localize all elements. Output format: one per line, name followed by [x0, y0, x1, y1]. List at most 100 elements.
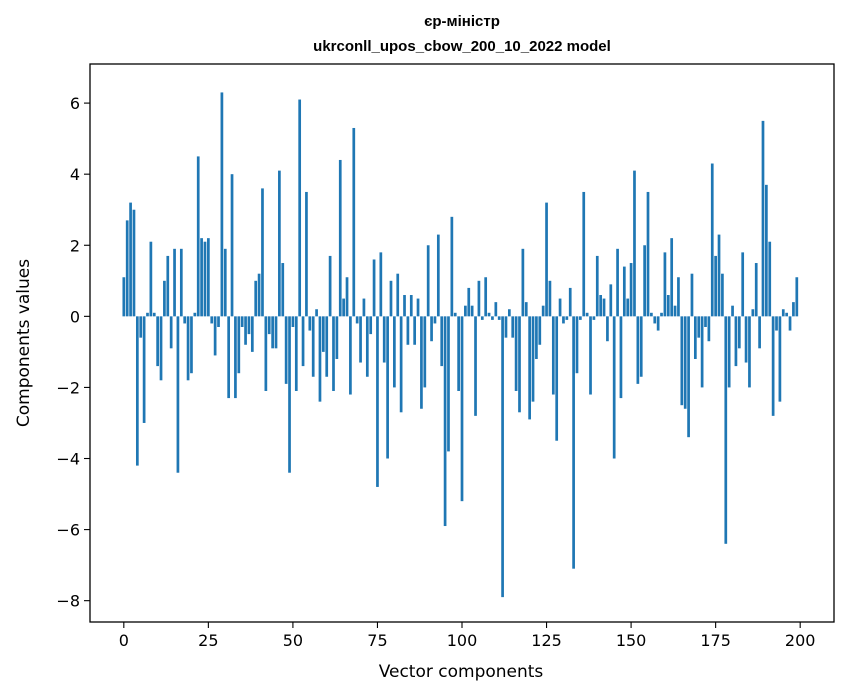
bar-component-185: [748, 316, 751, 388]
bar-component-186: [751, 309, 755, 317]
bar-component-65: [342, 298, 345, 317]
bar-component-81: [396, 273, 400, 317]
bar-component-181: [734, 316, 738, 367]
bar-component-149: [626, 298, 630, 317]
bar-component-72: [365, 316, 369, 377]
bar-component-180: [731, 305, 734, 317]
bar-component-183: [741, 252, 745, 317]
bar-component-79: [389, 280, 393, 317]
x-tick-label: 25: [198, 631, 218, 650]
bars-group: [122, 92, 799, 598]
bar-component-75: [376, 316, 379, 487]
bar-component-29: [220, 92, 224, 317]
bar-component-109: [491, 316, 494, 320]
bar-component-8: [149, 241, 153, 317]
bar-component-93: [436, 234, 440, 317]
bar-component-125: [545, 202, 548, 317]
bar-component-116: [514, 316, 518, 391]
bar-component-82: [399, 316, 403, 413]
bar-component-70: [359, 316, 362, 363]
bar-component-42: [264, 316, 268, 391]
bar-component-97: [450, 216, 454, 317]
bar-component-143: [606, 316, 609, 342]
bar-component-189: [761, 120, 765, 317]
bar-component-137: [585, 312, 589, 317]
bar-component-10: [156, 316, 159, 367]
y-axis-label: Components values: [14, 259, 34, 427]
chart-title-line2: ukrconll_upos_cbow_200_10_2022 model: [313, 38, 611, 55]
bar-component-167: [687, 316, 690, 438]
bar-component-120: [528, 316, 531, 420]
bar-component-126: [548, 280, 552, 317]
bar-component-56: [311, 316, 315, 377]
bar-component-80: [393, 316, 396, 388]
bar-component-4: [135, 316, 139, 466]
bar-component-154: [643, 245, 646, 317]
bar-component-134: [575, 316, 579, 374]
bar-component-165: [680, 316, 684, 406]
bar-component-69: [355, 316, 359, 324]
bar-component-155: [646, 191, 650, 317]
bar-component-52: [298, 99, 302, 317]
bar-component-141: [599, 295, 603, 317]
bar-component-119: [524, 302, 528, 317]
bar-component-64: [338, 159, 342, 317]
bar-component-168: [690, 273, 694, 317]
bar-component-5: [139, 316, 143, 338]
bar-component-108: [487, 312, 491, 317]
bar-component-136: [582, 191, 586, 317]
bar-component-57: [315, 309, 318, 317]
bar-component-153: [639, 316, 643, 377]
bar-component-151: [633, 170, 636, 317]
bar-component-86: [413, 316, 417, 345]
bar-component-58: [318, 316, 322, 402]
bar-component-146: [616, 248, 619, 317]
bar-component-83: [403, 295, 406, 317]
bar-component-41: [261, 188, 264, 317]
bar-component-31: [227, 316, 231, 399]
bar-component-174: [710, 163, 714, 317]
bar-component-12: [163, 280, 166, 317]
bar-component-50: [291, 316, 295, 327]
bar-component-122: [535, 316, 538, 359]
bar-component-48: [284, 316, 288, 384]
bar-component-94: [440, 316, 444, 367]
bar-component-173: [707, 316, 711, 342]
bar-component-13: [166, 255, 170, 317]
bar-component-127: [551, 316, 555, 395]
bar-component-71: [362, 298, 366, 317]
bar-component-47: [281, 263, 285, 317]
bar-component-96: [447, 316, 450, 452]
x-axis-ticks: 0 25 50 75 100 125 150 175 200: [119, 622, 816, 650]
bar-component-138: [589, 316, 592, 395]
bar-component-21: [193, 312, 197, 317]
x-tick-label: 200: [785, 631, 816, 650]
bar-component-66: [345, 277, 349, 317]
bar-component-46: [278, 170, 281, 317]
bar-component-139: [592, 316, 596, 320]
bar-component-170: [697, 316, 701, 338]
bar-component-33: [234, 316, 237, 399]
bar-component-16: [176, 316, 180, 473]
bar-component-40: [257, 273, 261, 317]
bar-component-131: [565, 316, 569, 320]
bar-component-89: [423, 316, 427, 388]
bar-component-6: [142, 316, 146, 423]
bar-component-121: [531, 316, 535, 402]
bar-component-20: [190, 316, 193, 374]
bar-component-196: [785, 312, 789, 317]
bar-component-24: [203, 241, 207, 317]
bar-component-49: [288, 316, 291, 473]
bar-component-91: [430, 316, 433, 342]
bar-component-104: [474, 316, 477, 416]
bar-component-39: [254, 280, 258, 317]
bar-component-84: [406, 316, 410, 345]
bar-component-132: [568, 287, 572, 317]
bar-component-51: [294, 316, 298, 391]
bar-component-37: [247, 316, 251, 335]
bar-component-22: [196, 156, 200, 317]
x-tick-label: 75: [367, 631, 387, 650]
y-tick-label: 0: [70, 307, 80, 326]
y-tick-label: 2: [70, 236, 80, 255]
bar-component-23: [200, 238, 203, 317]
